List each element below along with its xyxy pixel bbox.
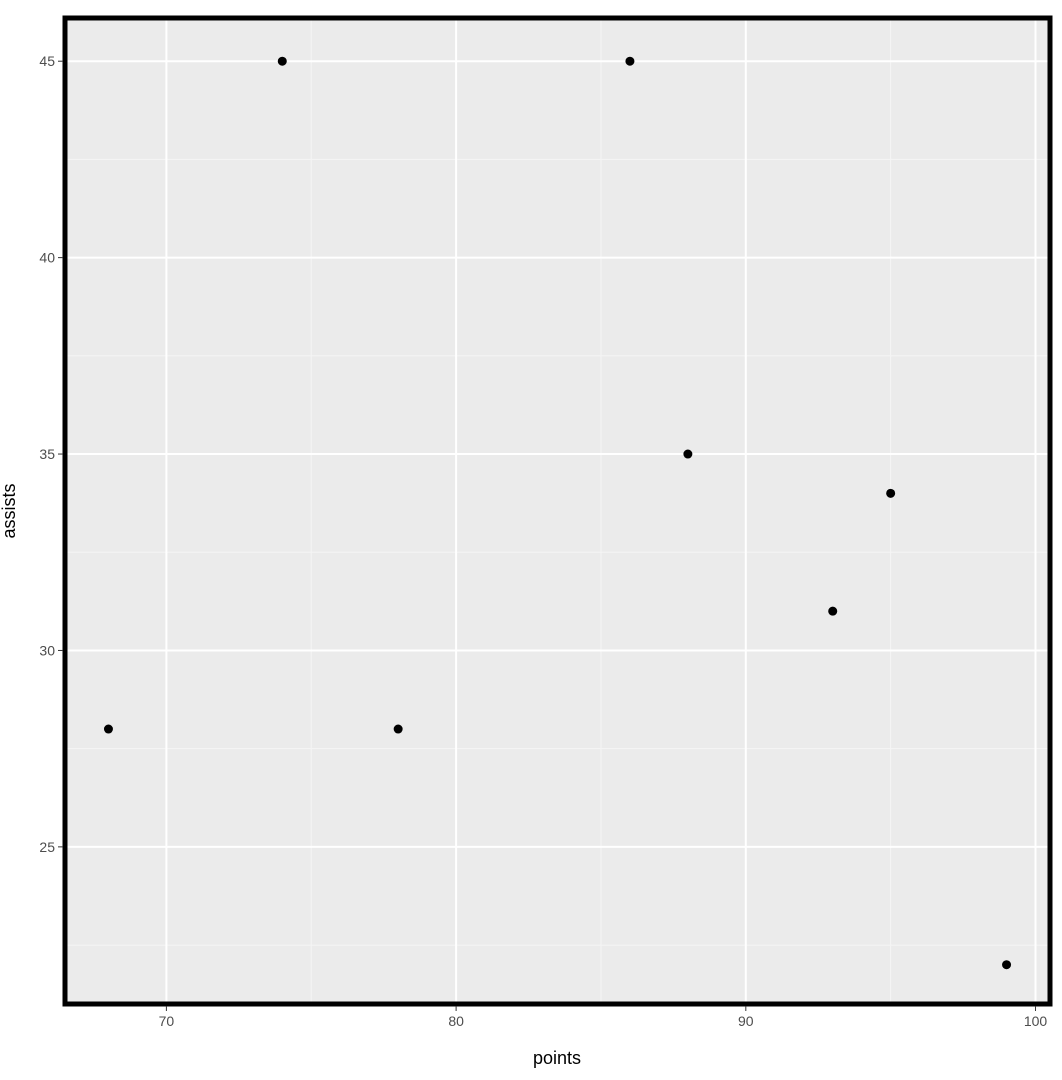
x-tick-label: 90 xyxy=(738,1013,754,1029)
panel-background xyxy=(65,18,1050,1004)
x-axis-title: points xyxy=(533,1048,581,1068)
y-tick-label: 40 xyxy=(39,250,55,266)
panel-border xyxy=(62,15,1053,1007)
y-axis-ticks: 25 30 35 40 45 xyxy=(39,53,63,855)
data-point xyxy=(393,724,403,734)
data-point xyxy=(828,606,838,616)
data-point xyxy=(625,56,635,66)
x-tick-label: 100 xyxy=(1024,1013,1048,1029)
y-axis-title: assists xyxy=(0,483,19,538)
data-point xyxy=(1002,960,1012,970)
y-tick-label: 30 xyxy=(39,642,55,658)
major-gridlines xyxy=(65,18,1050,1004)
minor-gridlines xyxy=(65,18,1050,1004)
data-points xyxy=(103,56,1012,970)
data-point xyxy=(683,449,693,459)
y-tick-label: 45 xyxy=(39,53,55,69)
y-tick-label: 35 xyxy=(39,446,55,462)
data-point xyxy=(103,724,113,734)
data-point xyxy=(277,56,287,66)
x-tick-label: 80 xyxy=(448,1013,464,1029)
y-tick-label: 25 xyxy=(39,839,55,855)
x-axis-ticks: 70 80 90 100 xyxy=(159,1006,1048,1029)
x-tick-label: 70 xyxy=(159,1013,175,1029)
data-point xyxy=(886,488,896,498)
